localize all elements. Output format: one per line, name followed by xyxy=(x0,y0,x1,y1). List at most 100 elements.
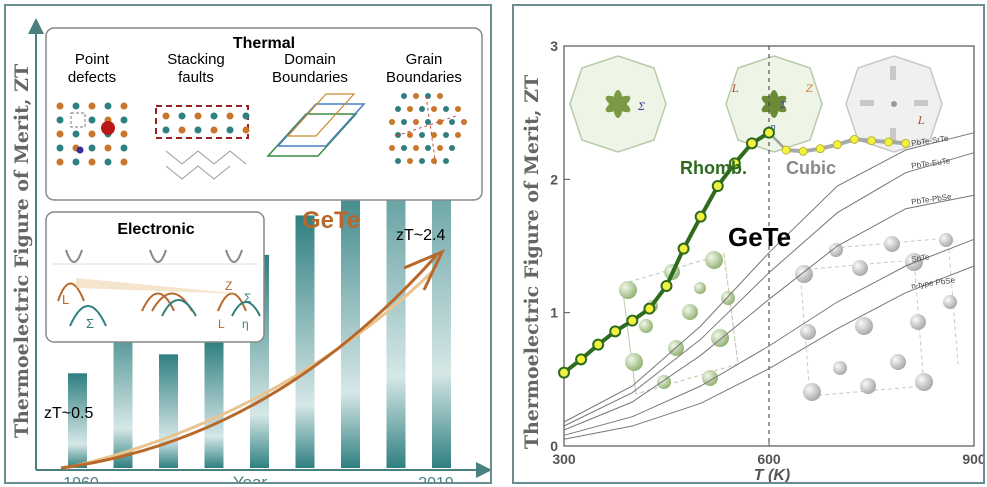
right-material-label: GeTe xyxy=(728,222,791,252)
y-tick-label: 3 xyxy=(550,38,558,54)
lattice-atom xyxy=(860,378,876,394)
bz-cubic-L: L xyxy=(917,116,925,127)
rhombohedral-lattice-illustration xyxy=(619,251,739,395)
lattice-atom xyxy=(910,314,926,330)
atom-dot xyxy=(437,93,443,99)
right-panel: Σ L Z Σ η L 3006009000123 PbTe-SrTePbTe-… xyxy=(512,4,985,484)
bz-mixed-eta: η xyxy=(770,123,776,133)
year-bar-7 xyxy=(341,168,360,469)
thermal-box: Thermal Point defects Stacking faults Do… xyxy=(45,27,483,201)
reference-curve-3 xyxy=(563,194,975,431)
cubic-point xyxy=(849,134,859,144)
lattice-atom xyxy=(829,243,843,257)
thermal-item-2-line-1: Stacking xyxy=(167,51,225,68)
substitution-atom xyxy=(101,121,115,135)
year-bar-3 xyxy=(159,354,178,468)
electronic-title: Electronic xyxy=(117,221,194,238)
year-bar-4 xyxy=(204,341,224,468)
atom-dot xyxy=(389,145,395,151)
brillouin-zone-rhomb: Σ xyxy=(569,55,667,153)
point-defects-illustration xyxy=(56,102,128,166)
lattice-atom xyxy=(619,281,637,299)
trend-arrow xyxy=(60,254,438,470)
cubic-point xyxy=(832,140,842,150)
lattice-atom xyxy=(905,253,923,271)
lattice-atom xyxy=(694,282,706,294)
x-tick-label: 900 xyxy=(962,451,983,467)
lattice-atom xyxy=(833,361,847,375)
atom-dot xyxy=(401,93,407,99)
atom-dot xyxy=(407,106,413,112)
atom-dot xyxy=(242,126,250,134)
stacking-faults-illustration xyxy=(155,105,250,180)
gete-point xyxy=(711,180,724,192)
x-tick-label: 300 xyxy=(552,451,576,467)
y-tick-label: 1 xyxy=(550,305,558,321)
lattice-atom xyxy=(943,295,957,309)
thermal-item-3-line-2: Boundaries xyxy=(272,69,348,86)
atom-dot xyxy=(226,126,234,134)
atom-dot xyxy=(443,132,449,138)
atom-dot xyxy=(443,106,449,112)
atom-dot xyxy=(413,145,419,151)
atom-dot xyxy=(413,93,419,99)
lattice-atom xyxy=(682,304,698,320)
atom-dot xyxy=(226,112,234,120)
interstitial-atom xyxy=(76,146,84,154)
brillouin-zone-cubic: L xyxy=(845,55,943,153)
atom-dot xyxy=(56,116,64,124)
bz-mixed-L: L xyxy=(731,84,739,95)
atom-dot xyxy=(419,132,425,138)
lattice-atom xyxy=(852,260,868,276)
band-label-sigma-right: Σ xyxy=(244,291,251,305)
reference-curve-label-5: n-type PbSe xyxy=(911,276,956,291)
atom-dot xyxy=(437,145,443,151)
gete-point xyxy=(677,242,690,255)
band-label-z: Z xyxy=(225,279,232,293)
atom-dot xyxy=(104,158,112,166)
right-figure: Σ L Z Σ η L 3006009000123 PbTe-SrTePbTe-… xyxy=(521,38,983,482)
atom-dot xyxy=(56,144,64,152)
gete-point xyxy=(745,137,758,150)
thermal-item-4-line-2: Boundaries xyxy=(386,69,462,86)
right-axes: 300 600 900 0 1 2 3 xyxy=(550,38,983,467)
lattice-atom xyxy=(884,236,900,252)
cubic-point xyxy=(867,136,876,146)
year-bar-6 xyxy=(295,215,315,468)
atom-dot xyxy=(389,119,395,125)
cubic-point xyxy=(781,145,791,155)
atom-dot xyxy=(194,126,202,134)
reference-curve-1 xyxy=(563,132,975,423)
atom-dot xyxy=(162,126,170,134)
lattice-atom xyxy=(855,317,873,335)
atom-dot xyxy=(395,158,401,164)
atom-dot xyxy=(431,158,437,164)
atom-dot xyxy=(407,158,413,164)
gete-point xyxy=(626,314,639,327)
lattice-atom xyxy=(890,354,906,370)
lattice-atom xyxy=(721,291,735,305)
gete-point xyxy=(575,353,588,366)
lattice-atom xyxy=(625,353,643,371)
atom-dot xyxy=(72,158,80,166)
atom-dot xyxy=(88,102,96,110)
gete-point xyxy=(643,302,656,315)
left-x-tick-1960: 1960 xyxy=(63,475,99,482)
band-label-sigma: Σ xyxy=(86,316,94,331)
atom-dot xyxy=(419,158,425,164)
band-label-eta: η xyxy=(242,317,249,331)
gete-point xyxy=(592,338,605,351)
vacancy-box xyxy=(70,112,86,128)
gete-point xyxy=(660,280,673,292)
zt-end-label: zT~2.4 xyxy=(396,227,445,244)
cubic-cell-edges xyxy=(799,237,959,397)
lattice-atom xyxy=(803,383,821,401)
atom-dot xyxy=(407,132,413,138)
lattice-atom xyxy=(705,251,723,269)
electronic-box: Electronic L Σ Z Σ L η xyxy=(45,211,265,343)
lattice-atom xyxy=(795,265,813,283)
atom-dot xyxy=(455,106,461,112)
atom-dot xyxy=(88,130,96,138)
cubic-point xyxy=(798,146,808,156)
